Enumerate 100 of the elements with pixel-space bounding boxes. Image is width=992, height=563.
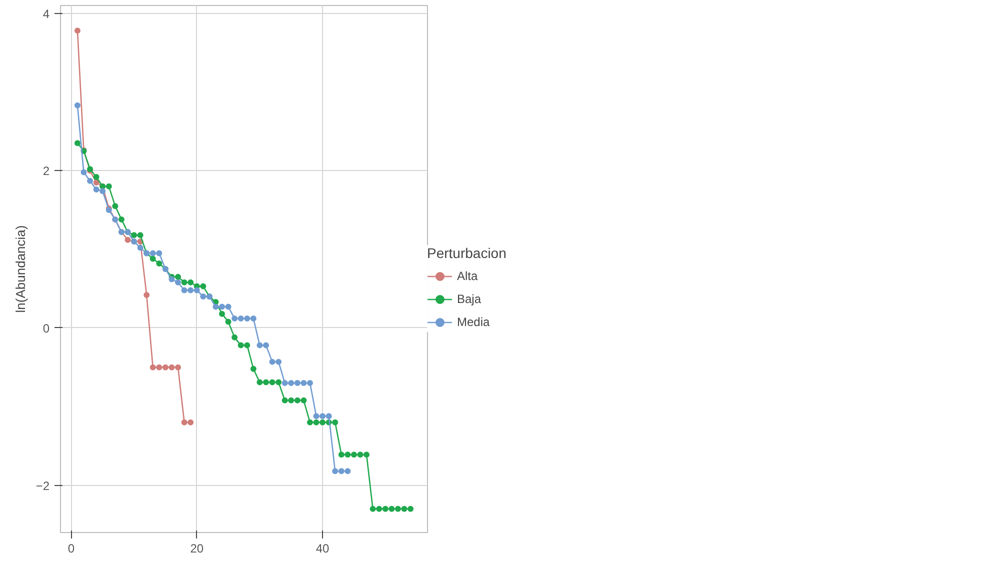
point xyxy=(93,174,100,180)
point xyxy=(269,379,276,386)
point xyxy=(137,232,144,238)
point xyxy=(288,397,294,404)
point xyxy=(338,468,344,474)
point xyxy=(106,183,112,190)
point xyxy=(200,294,206,300)
legend-label: Alta xyxy=(457,269,478,283)
point xyxy=(269,358,276,365)
point xyxy=(188,419,194,426)
point xyxy=(175,274,182,280)
point xyxy=(256,379,263,386)
point xyxy=(232,316,238,322)
point xyxy=(338,452,344,458)
point xyxy=(87,178,94,184)
point xyxy=(262,342,269,348)
point xyxy=(320,419,326,426)
point xyxy=(200,283,206,290)
point xyxy=(262,379,269,386)
point xyxy=(250,366,256,372)
point xyxy=(294,397,300,404)
point xyxy=(219,310,226,317)
point xyxy=(194,287,200,294)
point xyxy=(80,169,87,176)
point xyxy=(326,413,332,420)
point xyxy=(282,397,288,404)
point xyxy=(100,188,106,194)
point xyxy=(344,452,351,458)
point xyxy=(344,468,351,474)
point xyxy=(212,304,219,310)
point xyxy=(276,358,282,365)
point xyxy=(388,506,395,512)
point xyxy=(137,244,144,251)
point xyxy=(93,179,100,186)
point xyxy=(244,316,250,322)
point xyxy=(282,380,288,386)
point xyxy=(350,452,357,458)
point xyxy=(74,28,80,34)
point xyxy=(288,380,294,386)
point xyxy=(370,506,376,512)
point xyxy=(376,506,382,512)
point xyxy=(181,279,188,286)
y-tick-label: 4 xyxy=(42,6,50,21)
y-tick-label: 0 xyxy=(42,321,50,336)
point xyxy=(300,380,307,386)
point xyxy=(401,506,408,512)
point xyxy=(74,140,80,146)
point xyxy=(225,304,232,310)
y-tick-label: −2 xyxy=(36,478,50,493)
point xyxy=(332,419,338,426)
point xyxy=(244,342,250,348)
point xyxy=(382,506,388,512)
point xyxy=(156,364,162,370)
point xyxy=(150,256,156,262)
point xyxy=(175,279,182,286)
point xyxy=(232,334,238,340)
point xyxy=(225,318,232,325)
point xyxy=(156,250,162,256)
point xyxy=(250,316,256,322)
point xyxy=(238,342,244,348)
point xyxy=(74,102,80,108)
point xyxy=(276,379,282,386)
point xyxy=(156,260,162,266)
point xyxy=(150,364,156,370)
point xyxy=(112,203,118,210)
point xyxy=(93,186,100,193)
x-tick-label: 40 xyxy=(316,542,330,556)
point xyxy=(181,287,188,294)
point xyxy=(150,250,156,256)
point xyxy=(300,397,307,404)
point xyxy=(118,216,124,222)
point xyxy=(306,380,313,386)
point xyxy=(188,287,194,294)
x-tick-label: 0 xyxy=(68,542,75,556)
point xyxy=(188,279,194,286)
point xyxy=(408,506,414,512)
legend-title: Perturbacion xyxy=(427,245,506,261)
point xyxy=(394,506,401,512)
point xyxy=(306,419,313,426)
point xyxy=(313,419,320,426)
legend-label: Baja xyxy=(457,292,482,306)
point xyxy=(144,292,150,298)
point xyxy=(320,413,326,420)
point xyxy=(168,276,175,282)
y-axis-title: ln(Abundancia) xyxy=(12,225,28,313)
point xyxy=(181,419,188,426)
point xyxy=(124,236,131,243)
point xyxy=(313,413,320,420)
point xyxy=(219,304,226,310)
point xyxy=(256,342,263,348)
point xyxy=(357,452,364,458)
point xyxy=(168,364,175,370)
y-tick-label: 2 xyxy=(42,164,50,178)
point xyxy=(162,364,168,370)
point xyxy=(294,380,300,386)
point xyxy=(175,364,182,370)
point xyxy=(364,452,370,458)
x-tick-label: 20 xyxy=(190,542,204,556)
legend-label: Media xyxy=(457,315,490,329)
point xyxy=(131,232,138,238)
